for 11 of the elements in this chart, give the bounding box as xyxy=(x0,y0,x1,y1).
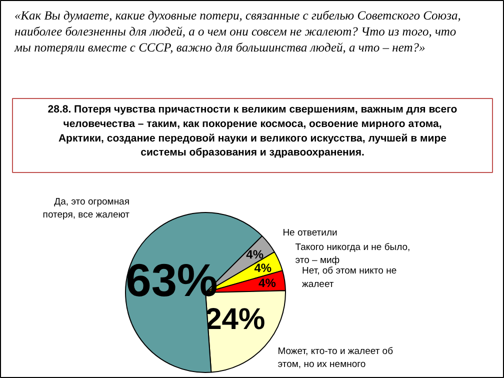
chart-title: «Как Вы думаете, какие духовные потери, связанные с гибелью Советского Союза, наиболее болезненны для людей, а о чем они совсем не жалеют? Что из того, что мы потеряли вместе с СССР, важно для большинства людей, а что – нет?» xyxy=(14,8,461,55)
slice-label: Не ответили xyxy=(282,227,338,238)
slice-label: Такого никогда и не было, это – миф xyxy=(295,242,410,266)
data-label: 4% xyxy=(254,260,272,275)
slice-label: Да, это огромная потеря, все жалеют xyxy=(42,196,130,221)
slice-label: Может, кто-то и жалеет об этом, но их немного xyxy=(278,346,394,370)
data-label: 63% xyxy=(126,254,218,306)
data-label: 4% xyxy=(246,247,264,262)
slice-label: Нет, об этом никто не жалеет xyxy=(302,266,397,290)
chart-subtitle: 28.8. Потеря чувства причастности к великим свершениям, важным для всего человечества – таким, как покорение космоса, освоение мирного атома, Арктики, создание передовой науки и великого искусства, лучшей в мире системы образования и здравоохранения. xyxy=(48,104,458,159)
data-label: 4% xyxy=(258,276,276,290)
